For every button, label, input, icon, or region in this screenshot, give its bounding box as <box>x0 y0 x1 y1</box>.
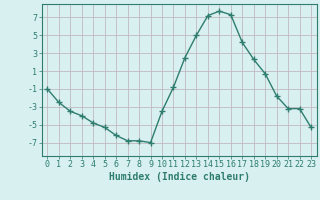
X-axis label: Humidex (Indice chaleur): Humidex (Indice chaleur) <box>109 172 250 182</box>
